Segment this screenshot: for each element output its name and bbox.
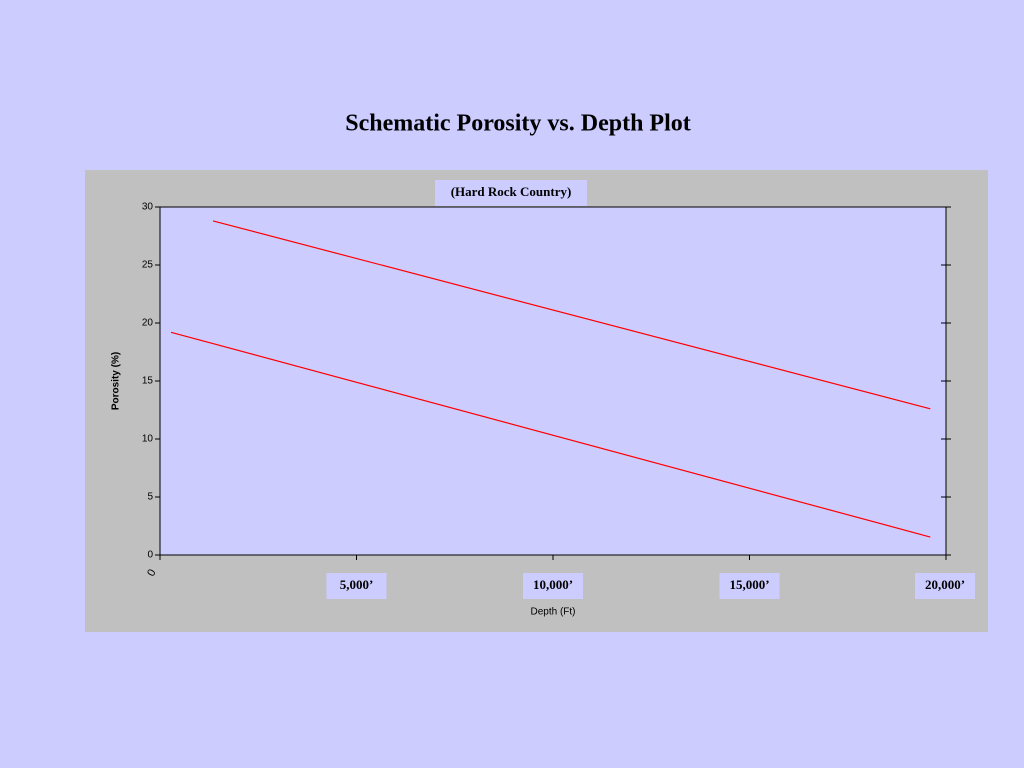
- x-tick-label: 15,000’: [729, 577, 769, 592]
- x-tick-label-box: [523, 573, 583, 599]
- x-tick-label: 20,000’: [925, 577, 965, 592]
- y-tick-label: 5: [147, 492, 153, 503]
- y-tick-label: 0: [147, 550, 153, 561]
- y-axis-label: Porosity (%): [111, 352, 122, 410]
- x-tick-label: 5,000’: [340, 577, 374, 592]
- x-tick-label: 10,000’: [533, 577, 573, 592]
- subtitle: (Hard Rock Country): [451, 184, 572, 199]
- x-tick-label: 0: [145, 567, 158, 578]
- x-tick-label-box: [326, 573, 387, 599]
- series-line: [212, 220, 931, 410]
- x-axis-label: Depth (Ft): [530, 607, 575, 618]
- plot-area: [159, 206, 947, 556]
- y-tick-label: 15: [142, 376, 154, 387]
- x-tick-label-box: [915, 573, 975, 599]
- y-tick-label: 30: [142, 202, 154, 213]
- chart-title: Schematic Porosity vs. Depth Plot: [345, 111, 691, 137]
- y-tick-label: 10: [142, 434, 154, 445]
- y-tick-label: 25: [142, 260, 154, 271]
- subtitle-box: [435, 180, 587, 206]
- series-line: [170, 331, 931, 538]
- x-tick-label-box: [719, 573, 780, 599]
- y-tick-label: 20: [142, 318, 154, 329]
